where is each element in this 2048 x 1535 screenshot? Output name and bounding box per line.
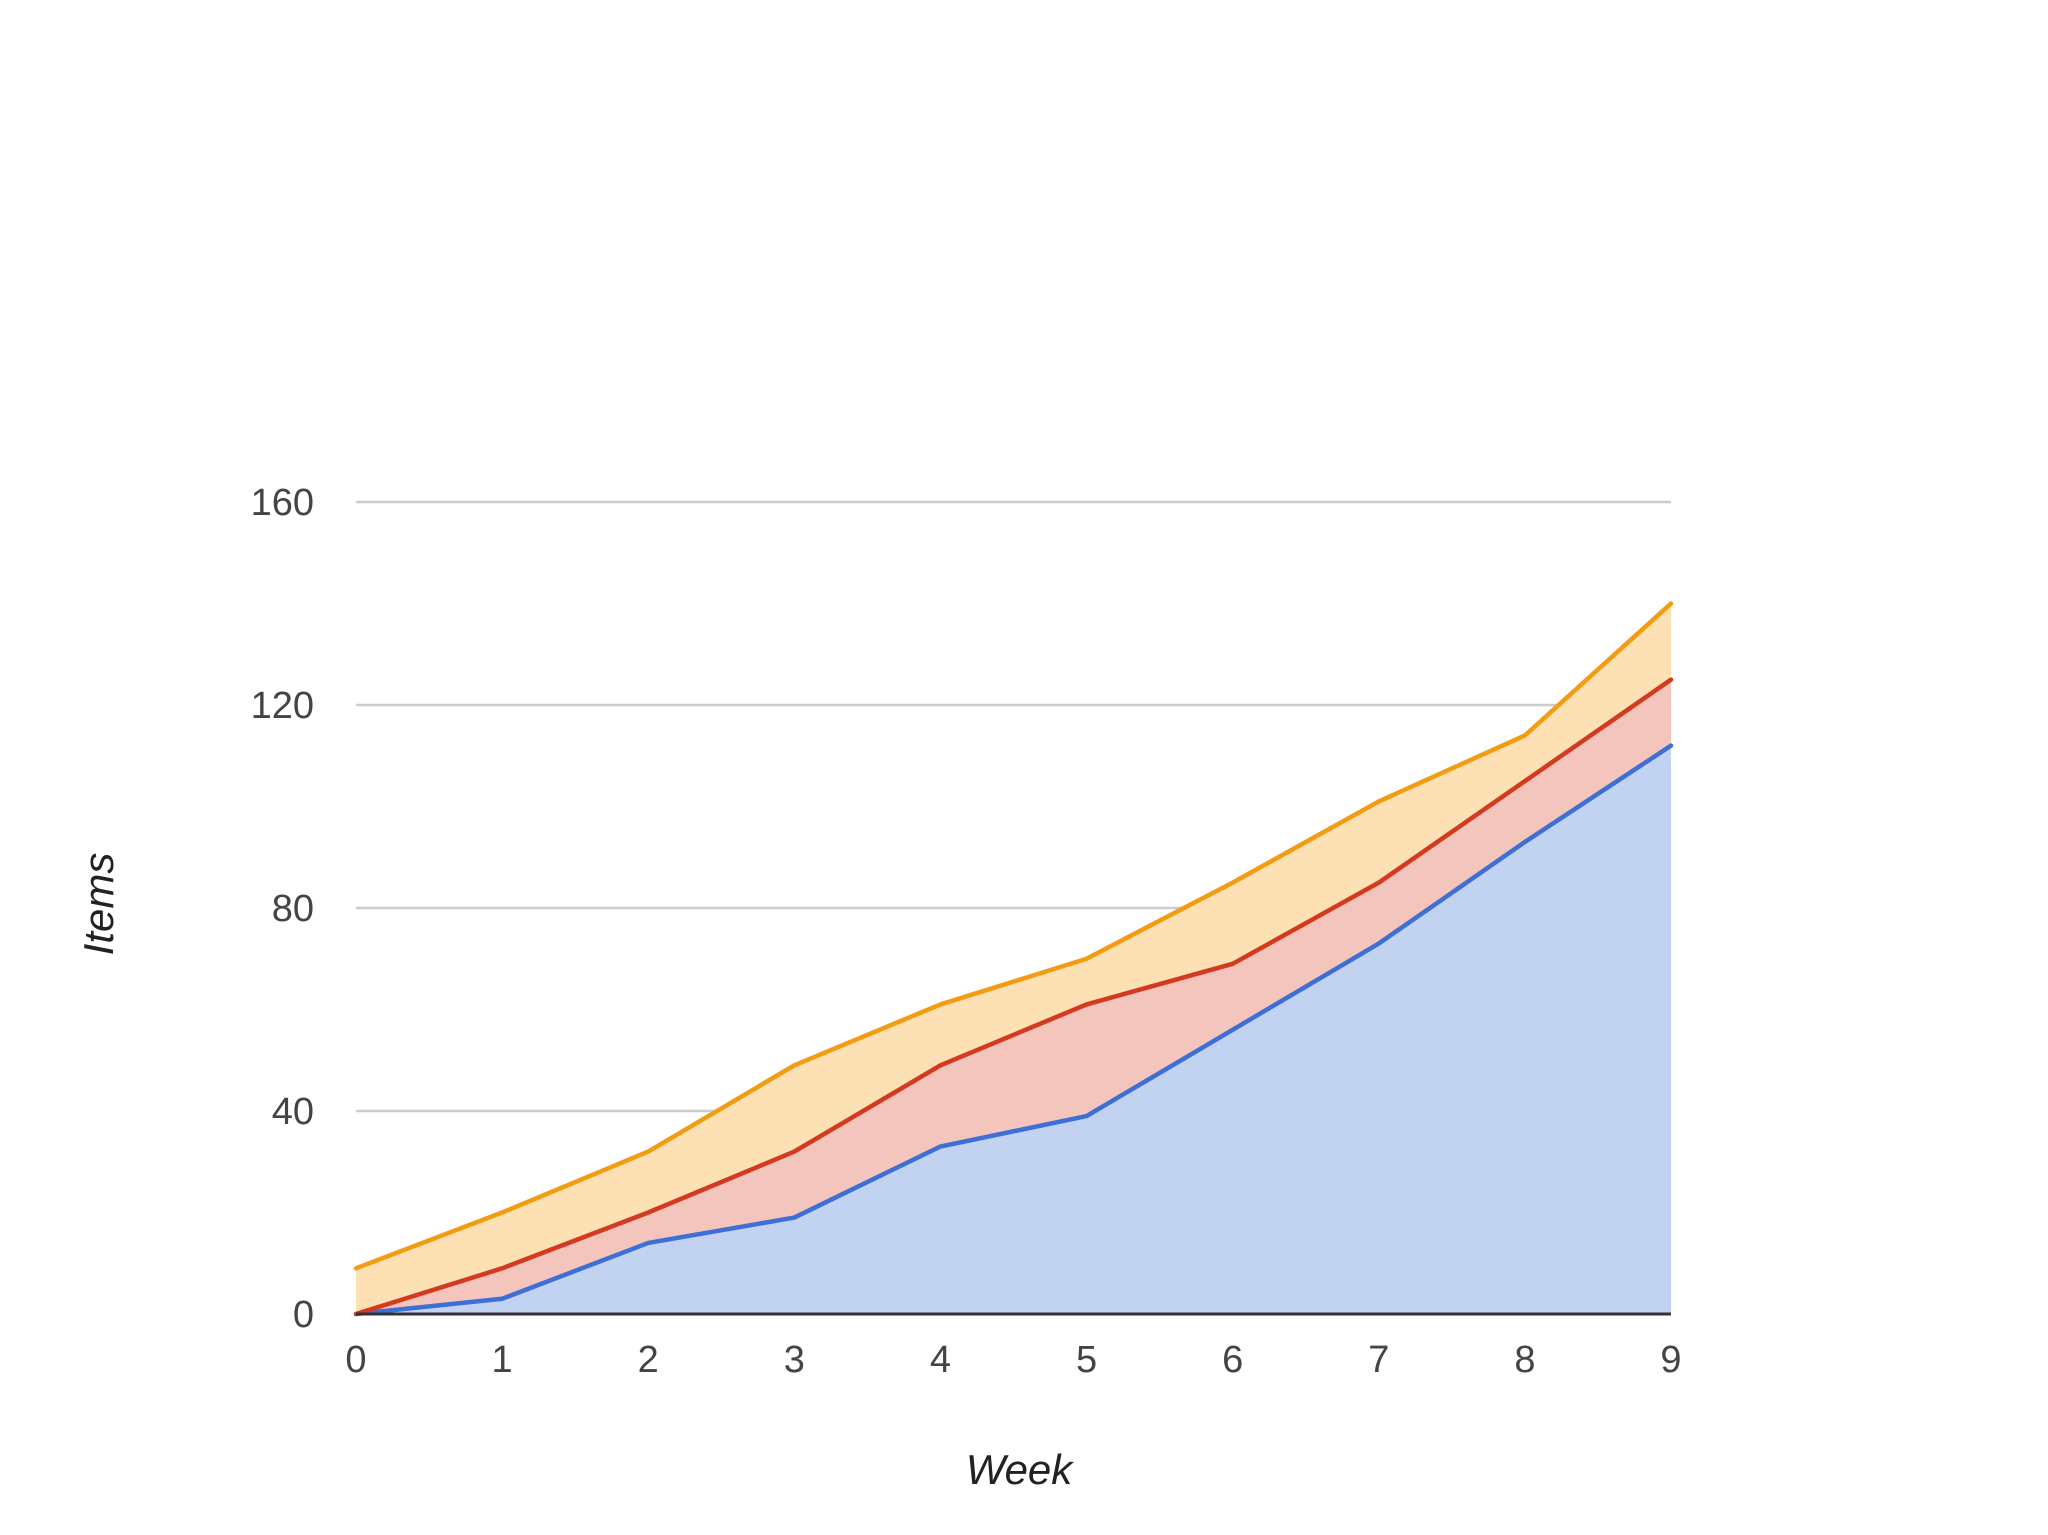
y-tick-label: 80 — [272, 888, 314, 930]
series-line-2 — [353, 677, 1674, 1317]
x-tick-label: 9 — [1660, 1339, 1681, 1381]
area-fill-series-1 — [356, 745, 1671, 1314]
y-tick-label: 40 — [272, 1091, 314, 1133]
y-tick-label: 120 — [251, 685, 314, 727]
x-tick-label: 4 — [930, 1339, 951, 1381]
x-tick-label: 6 — [1222, 1339, 1243, 1381]
series-lines — [353, 601, 1674, 1317]
x-tick-label: 7 — [1368, 1339, 1389, 1381]
x-tick-label: 5 — [1076, 1339, 1097, 1381]
x-tick-label: 2 — [638, 1339, 659, 1381]
x-axis-tick-labels: 0 1 2 3 4 5 6 7 8 9 — [345, 1339, 1681, 1381]
x-axis-title: Week — [966, 1446, 1075, 1493]
x-tick-label: 0 — [345, 1339, 366, 1381]
x-tick-label: 1 — [492, 1339, 513, 1381]
series-line-3 — [353, 601, 1674, 1271]
area-fill-series-3 — [356, 603, 1671, 1314]
y-tick-label: 0 — [293, 1294, 314, 1336]
area-fills — [356, 603, 1671, 1314]
y-axis-title: Items — [75, 853, 122, 956]
x-tick-label: 3 — [784, 1339, 805, 1381]
y-axis-tick-labels: 0 40 80 120 160 — [251, 482, 314, 1336]
x-tick-label: 8 — [1514, 1339, 1535, 1381]
series-line-1 — [353, 743, 1674, 1317]
y-tick-label: 160 — [251, 482, 314, 524]
